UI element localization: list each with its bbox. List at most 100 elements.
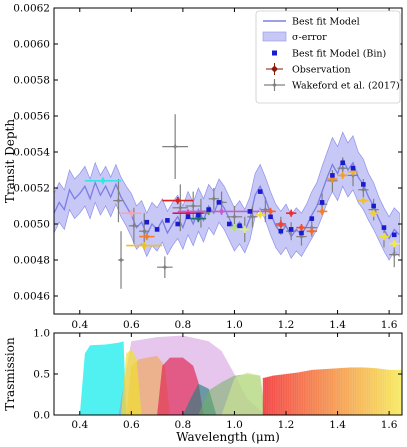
y-tick-label: 0.0058 [13,75,50,87]
model-bin-square [185,214,191,220]
grism-bin-bar [323,369,326,415]
model-bin-square [144,219,150,225]
grism-bin-bar [383,369,387,415]
grism-bin-bar [399,369,402,415]
model-bin-square [196,212,201,218]
wakeford-star [176,204,184,212]
grism-bin-bar [279,374,282,415]
observation-point [255,211,266,219]
grism-bin-bar [313,369,317,415]
grism-bin-bar [385,369,389,415]
legend-entry-wakeford-2017: Wakeford et al. (2017) [264,79,400,92]
y-tick-label: 1.0 [33,328,50,340]
wakeford-point [157,256,173,278]
grism-bin-bar [367,367,370,415]
legend-entry-observation: Observation [266,63,351,76]
wakeford-point [172,184,189,232]
x-tick-label: 0.4 [71,419,88,431]
grism-bin-bar [332,368,336,415]
model-bin-square [216,200,222,205]
grism-bin-bar [283,374,287,415]
wakeford-star [114,197,122,205]
transit-depth-plot-area [54,114,400,289]
model-bin-square [268,214,273,220]
observation-diamond [267,208,274,215]
grism-bin-bar [302,371,305,415]
legend-entry-sigma-error: σ-error [262,31,327,43]
grism-bin-bar [272,375,275,415]
grism-bin-bar [281,374,285,415]
observation-point [286,209,297,217]
model-bin-square [330,173,335,178]
observation-diamond [380,233,387,240]
grism-bin-bar [376,368,380,415]
observation-diamond [141,242,148,249]
model-bin-square [237,223,242,229]
grism-bin-bar [269,376,273,415]
y-tick-label: 0.0048 [13,255,50,267]
observation-point [368,209,379,217]
x-tick-label: 1.2 [278,319,295,331]
grism-bin-bar [364,367,368,415]
model-bin-square [206,207,211,212]
grism-bin-bar [316,369,319,415]
x-tick-label: 1.4 [329,419,346,431]
y-axis-label-transit-depth: Transit Depth [3,119,17,203]
x-tick-label: 0.6 [123,419,140,431]
observation-diamond [174,197,181,204]
observation-diamond [99,177,106,184]
observation-diamond [288,210,295,217]
transmission-plot-area [79,335,402,415]
observation-point [239,225,250,233]
grism-bin-bar [360,367,363,415]
legend-label: Best fit Model [292,17,360,28]
wakeford-star [297,233,305,241]
wakeford-star [359,186,367,194]
observation-point [265,207,276,215]
y-tick-label: 0.0056 [13,111,50,123]
grism-bin-bar [369,367,373,415]
observation-diamond [128,210,135,217]
legend-label: Wakeford et al. (2017) [292,81,400,92]
grism-bin-bar [295,372,298,415]
observation-diamond [257,212,264,218]
model-bin-square [361,182,366,187]
wakeford-star [230,213,238,221]
grism-bin-bar [334,368,338,415]
wakeford-star [248,213,256,221]
y-tick-label: 0.5 [33,369,50,381]
x-tick-label: 1.0 [226,419,243,431]
grism-bin-bar [267,376,271,415]
observation-point [337,171,348,179]
model-bin-square [309,216,315,221]
model-bin-square [391,232,397,238]
legend-label: Observation [292,65,351,76]
wakeford-star [140,227,148,235]
wakeford-point [113,179,124,223]
grism-bin-bar [341,367,345,415]
wakeford-point [117,231,125,289]
observation-point [84,177,122,185]
y-tick-label: 0.0046 [13,291,50,303]
observation-point [296,224,307,232]
legend: Best fit Model σ-error Best fit Model (B… [255,10,401,104]
grism-bin-bar [297,372,301,415]
model-bin-square [278,228,284,234]
y-axis-label-transmission: Trasmission [3,337,17,411]
y-tick-label: 0.0062 [13,3,50,15]
y-tick-label: 0.0 [33,410,50,422]
model-bin-square [381,225,387,230]
grism-bin-bar [325,368,329,415]
wakeford-point [247,206,258,228]
x-tick-label: 1.0 [226,319,243,331]
observation-point [121,209,142,217]
grism-bin-bar [274,375,278,415]
model-bin-square [299,230,304,236]
grism-bin-bar [299,371,303,415]
grism-bin-bar [309,370,312,415]
wakeford-star [130,222,138,230]
transit-depth-ticks: 0.4 0.6 0.8 1.0 1.2 1.4 1.6 0.0046 0.0048 0.0050 0… [13,3,402,331]
observation-diamond [277,221,284,227]
model-bin-square [154,227,160,232]
grism-bin-bar [306,370,310,415]
